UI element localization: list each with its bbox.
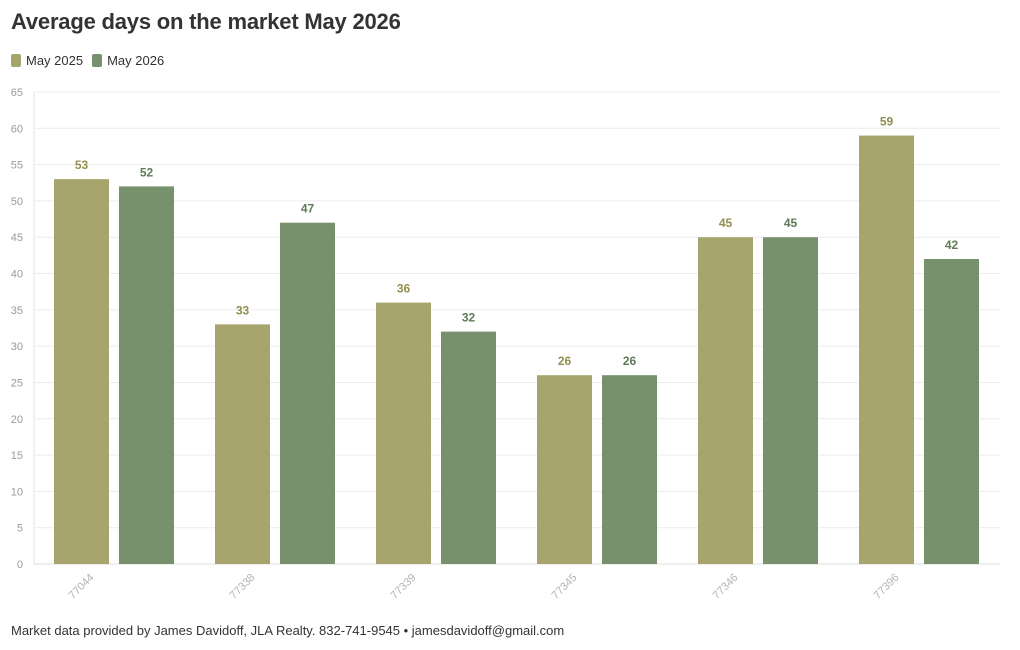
x-tick-label-77339: 77339 xyxy=(389,572,419,602)
y-tick-label-30: 30 xyxy=(11,341,23,353)
data-label-77339-series-1: 36 xyxy=(397,282,411,296)
data-label-77396-series-2: 42 xyxy=(945,238,959,252)
bar-77338-series-1 xyxy=(215,324,270,564)
y-tick-label-0: 0 xyxy=(17,559,23,571)
legend-item-series-2[interactable]: May 2026 xyxy=(92,53,164,68)
bar-77396-series-2 xyxy=(924,259,979,564)
bar-77396-series-1 xyxy=(859,135,914,565)
bar-chart: 0 5 10 15 20 25 30 35 40 45 50 55 60 65 53 52 77044 33 47 7… xyxy=(11,87,1000,602)
x-tick-label-77345: 77345 xyxy=(550,572,580,602)
y-tick-label-10: 10 xyxy=(11,486,23,498)
data-label-77345-series-1: 26 xyxy=(558,354,572,368)
legend-swatch-series-2 xyxy=(92,54,103,67)
bar-77346-series-2 xyxy=(763,237,818,564)
data-label-77345-series-2: 26 xyxy=(623,354,637,368)
y-tick-label-5: 5 xyxy=(17,523,23,535)
bar-77345-series-2 xyxy=(602,375,657,564)
bar-77044-series-2 xyxy=(119,186,174,564)
legend: May 2025 May 2026 xyxy=(11,53,164,68)
data-label-77044-series-2: 52 xyxy=(140,165,154,179)
y-tick-label-15: 15 xyxy=(11,450,23,462)
x-tick-label-77044: 77044 xyxy=(67,572,97,602)
y-tick-label-40: 40 xyxy=(11,269,23,281)
legend-item-series-1[interactable]: May 2025 xyxy=(11,53,83,68)
data-label-77346-series-2: 45 xyxy=(784,216,798,230)
data-label-77346-series-1: 45 xyxy=(719,216,733,230)
y-tick-label-25: 25 xyxy=(11,377,23,389)
footer-credit: Market data provided by James Davidoff, … xyxy=(11,623,565,638)
legend-swatch-series-1 xyxy=(11,54,21,67)
y-tick-label-35: 35 xyxy=(11,305,23,317)
bar-77345-series-1 xyxy=(537,375,592,564)
data-label-77338-series-1: 33 xyxy=(236,303,250,317)
y-tick-label-50: 50 xyxy=(11,196,23,208)
data-label-77339-series-2: 32 xyxy=(462,311,476,325)
y-tick-label-20: 20 xyxy=(11,414,23,426)
x-tick-label-77346: 77346 xyxy=(711,572,741,602)
bar-77044-series-1 xyxy=(54,179,109,564)
legend-label-series-2: May 2026 xyxy=(107,53,165,68)
data-label-77338-series-2: 47 xyxy=(301,202,315,216)
legend-label-series-1: May 2025 xyxy=(26,53,84,68)
y-tick-label-65: 65 xyxy=(11,87,23,99)
bar-77339-series-2 xyxy=(441,331,496,564)
bar-77339-series-1 xyxy=(376,302,431,564)
y-tick-label-45: 45 xyxy=(11,232,23,244)
data-label-77396-series-1: 59 xyxy=(880,115,894,129)
x-tick-label-77396: 77396 xyxy=(872,572,902,602)
data-label-77044-series-1: 53 xyxy=(75,158,89,172)
y-tick-label-60: 60 xyxy=(11,123,23,135)
bar-77346-series-1 xyxy=(698,237,753,564)
y-tick-label-55: 55 xyxy=(11,160,23,172)
bar-77338-series-2 xyxy=(280,222,335,564)
x-tick-label-77338: 77338 xyxy=(228,572,258,602)
chart-title: Average days on the market May 2026 xyxy=(11,9,401,34)
